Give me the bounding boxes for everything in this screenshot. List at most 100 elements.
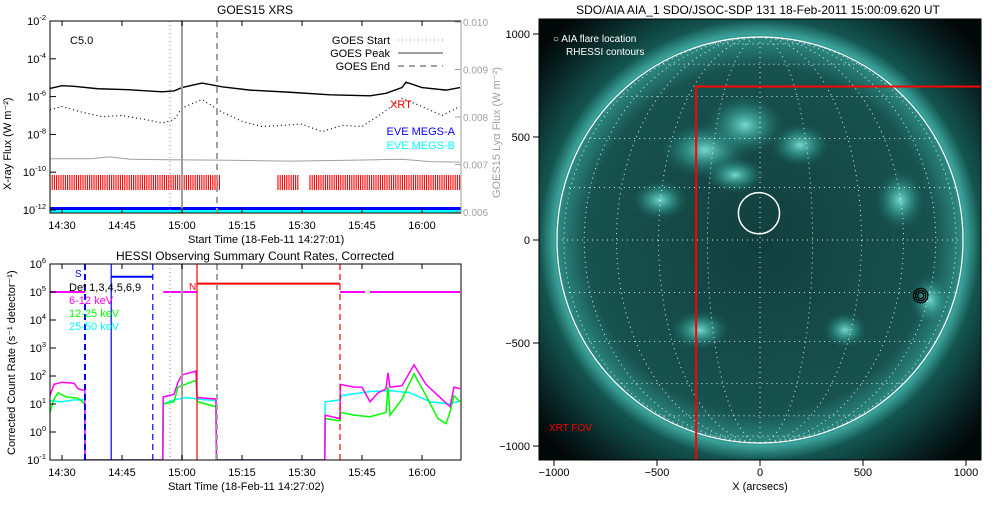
xrt-coverage-interval xyxy=(277,175,299,190)
active-regions xyxy=(632,95,950,350)
hessi-ylabel: Corrected Count Rate (s⁻¹ detector⁻¹) xyxy=(6,270,18,455)
y-tick-label: 102 xyxy=(30,368,46,383)
xrt-fov-box xyxy=(695,85,981,460)
active-region-glow xyxy=(705,95,785,155)
x-tick-label: 16:00 xyxy=(408,220,436,232)
legend-goes-peak: GOES Peak xyxy=(330,48,390,60)
y-tick-exponent: -10 xyxy=(35,164,46,173)
goes-long-channel-line xyxy=(50,81,461,97)
solar-limb xyxy=(556,36,964,444)
detectors-label: Det 1,3,4,5,6,9 xyxy=(69,282,141,294)
y-tick-label: 101 xyxy=(30,396,46,411)
y-tick-label: 0 xyxy=(524,235,530,247)
y-tick-base: 10 xyxy=(30,371,42,383)
y-tick-exponent: -8 xyxy=(39,126,46,135)
y-tick-label: 10-2 xyxy=(27,13,46,28)
aia-image xyxy=(539,19,981,460)
xrt-label: XRT xyxy=(390,99,412,111)
x-tick-label: 15:45 xyxy=(348,220,376,232)
y-tick-label: 1000 xyxy=(506,29,530,41)
flag-n-label: N xyxy=(189,282,196,293)
lya-tick-label: 0.009 xyxy=(463,66,488,77)
x-tick-label: 15:45 xyxy=(348,467,376,479)
y-tick-label: 106 xyxy=(30,256,46,271)
y-tick-exponent: 3 xyxy=(42,340,46,349)
flare-class-annotation: C5.0 xyxy=(70,35,93,47)
xrt-fov-label: XRT FOV xyxy=(549,423,592,434)
x-tick-label: 0 xyxy=(757,467,763,479)
eve-megs-b-label: EVE MEGS-B xyxy=(387,140,455,152)
y-tick-exponent: 2 xyxy=(42,368,46,377)
heliographic-grid xyxy=(556,36,964,444)
x-tick-label: 14:45 xyxy=(108,220,136,232)
x-tick-label: 15:00 xyxy=(168,467,196,479)
y-tick-exponent: -6 xyxy=(39,89,46,98)
hessi-frame xyxy=(49,263,462,461)
y-tick-label: −1000 xyxy=(499,441,530,453)
goes-ylabel: X-ray Flux (W m⁻²) xyxy=(2,97,14,190)
goes-axes: 14:30 14:45 15:00 15:15 15:30 15:45 16:0010-21… xyxy=(23,13,489,232)
y-tick-exponent: 0 xyxy=(42,424,46,433)
y-tick-exponent: -1 xyxy=(39,452,46,461)
y-tick-exponent: -4 xyxy=(39,51,46,60)
longitude-line xyxy=(657,36,761,444)
lya-tick-label: 0.008 xyxy=(463,113,488,124)
image-overlays xyxy=(695,85,981,460)
x-tick-label: 15:15 xyxy=(228,467,256,479)
x-tick-label: 15:30 xyxy=(288,220,316,232)
y-tick-label: 10-10 xyxy=(23,164,46,179)
y-tick-base: 10 xyxy=(30,287,42,299)
y-tick-exponent: 4 xyxy=(42,312,46,321)
lya-tick-label: 0.007 xyxy=(463,161,488,172)
aia-image-panel: SDO/AIA AIA_1 SDO/JSOC-SDP 131 18-Feb-20… xyxy=(499,3,982,493)
x-tick-label: 1000 xyxy=(954,467,978,479)
y-tick-exponent: -2 xyxy=(39,13,46,22)
x-tick-label: −1000 xyxy=(539,467,570,479)
hessi-plot-area xyxy=(50,264,461,460)
longitude-line xyxy=(759,36,905,444)
active-region-glow xyxy=(823,312,867,348)
hessi-title: HESSI Observing Summary Count Rates, Cor… xyxy=(116,249,394,263)
y-tick-base: 10 xyxy=(27,54,39,66)
flag-s-label: S xyxy=(75,269,82,280)
aia-title: SDO/AIA AIA_1 SDO/JSOC-SDP 131 18-Feb-20… xyxy=(576,3,940,17)
legend-goes-start: GOES Start xyxy=(332,35,390,47)
y-tick-base: 10 xyxy=(30,259,42,271)
x-tick-label: 16:00 xyxy=(408,467,436,479)
goes-xrs-panel: GOES15 XRS 14:30 14:45 15:00 15:15 15:30 15:4… xyxy=(2,3,503,246)
y-tick-base: 10 xyxy=(30,315,42,327)
legend-rhessi-contours: RHESSI contours xyxy=(566,47,644,58)
y-tick-exponent: 1 xyxy=(42,396,46,405)
active-region-glow xyxy=(875,170,925,230)
legend-12-25-kev: 12-25 keV xyxy=(69,308,120,320)
y-tick-base: 10 xyxy=(27,92,39,104)
y-tick-base: 10 xyxy=(23,205,35,217)
y-tick-label: 10-4 xyxy=(27,51,46,66)
y-tick-exponent: 6 xyxy=(42,256,46,265)
xrt-coverage-interval xyxy=(309,175,461,190)
eve-megs-a-bar xyxy=(50,207,461,210)
hessi-xlabel: Start Time (18-Feb-11 14:27:02) xyxy=(168,481,324,493)
active-region-glow xyxy=(705,157,765,193)
y-tick-label: 10-8 xyxy=(27,126,46,141)
lya-tick-label: 0.010 xyxy=(463,18,488,29)
y-tick-base: 10 xyxy=(30,427,42,439)
y-tick-base: 10 xyxy=(23,167,35,179)
rhessi-contour xyxy=(914,289,927,302)
y-tick-label: 105 xyxy=(30,284,46,299)
lya-ylabel: GOES15 Lyα Flux (W m⁻²) xyxy=(491,67,503,198)
rhessi-contour xyxy=(916,291,925,300)
legend-goes-end: GOES End xyxy=(336,61,390,73)
y-tick-label: 10-12 xyxy=(23,202,46,217)
aia-xlabel: X (arcsecs) xyxy=(732,481,788,493)
y-tick-base: 10 xyxy=(27,129,39,141)
y-tick-label: 10-6 xyxy=(27,89,46,104)
legend-flare-location: ○ AIA flare location xyxy=(553,34,636,45)
x-tick-label: 14:45 xyxy=(108,467,136,479)
y-tick-label: −500 xyxy=(505,338,530,350)
y-tick-label: 100 xyxy=(30,424,46,439)
longitude-line xyxy=(615,36,761,444)
y-tick-base: 10 xyxy=(30,399,42,411)
y-tick-label: 500 xyxy=(512,132,530,144)
lya-flux-line xyxy=(50,156,461,163)
